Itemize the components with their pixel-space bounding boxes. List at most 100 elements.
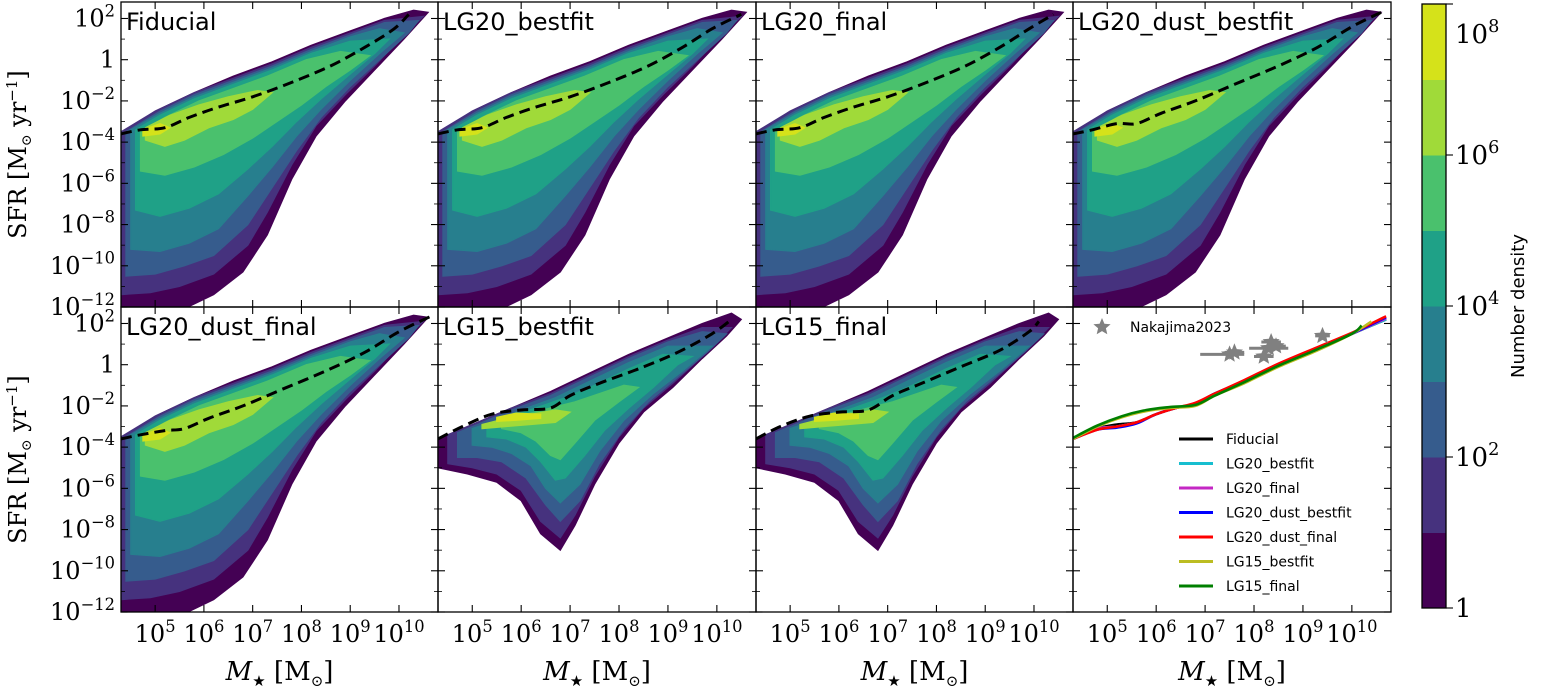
legend-label: Fiducial [1226, 432, 1279, 448]
colorbar-band [1422, 230, 1446, 307]
median-line [1073, 10, 1382, 136]
contour-level-6 [1092, 50, 1325, 176]
median-line [438, 318, 733, 441]
panel-label: LG20_dust_bestfit [1078, 8, 1293, 36]
panel-LG15_final: 105 106 107 108 109 1010 M★ [M⊙] LG15_final [755, 306, 1074, 690]
panel-LG20_bestfit: LG20_bestfit [437, 1, 757, 308]
median-line [438, 13, 742, 136]
contour-level-7 [1096, 89, 1227, 147]
y-tick-label: 1 [100, 351, 115, 379]
legend-label: LG20_dust_final [1226, 530, 1337, 546]
colorbar: 1 102 104 106 108 Number density [1421, 3, 1529, 624]
x-tick-label: 107 [232, 617, 273, 648]
contour-level-6 [139, 355, 372, 481]
panels-group: 102 1 10−2 10−4 10−6 10−8 10−10 10−12 Fiducial LG… [3, 1, 1392, 690]
y-tick-label: 10−6 [60, 166, 115, 197]
density-contours [438, 312, 743, 552]
x-tick-label: 105 [1087, 617, 1128, 648]
y-tick-label: 10−2 [60, 389, 115, 420]
colorbar-band [1422, 532, 1446, 609]
legend-obs-label: Nakajima2023 [1130, 320, 1231, 336]
y-tick-label: 10−4 [60, 430, 115, 461]
x-axis-label: M★ [M⊙] [1177, 657, 1286, 690]
panel-label: LG20_final [761, 8, 887, 36]
obs-star-marker [1313, 326, 1332, 344]
panel-label: LG20_bestfit [443, 8, 594, 36]
legend-label: LG20_final [1226, 481, 1300, 497]
density-contours [1073, 9, 1383, 307]
x-axis-label: M★ [M⊙] [542, 657, 651, 690]
panel-Fiducial: 102 1 10−2 10−4 10−6 10−8 10−10 10−12 Fiducial [50, 1, 439, 321]
x-tick-label: 105 [770, 617, 811, 648]
colorbar-band [1422, 4, 1446, 80]
panel-label: Fiducial [126, 8, 216, 36]
y-tick-label: 10−8 [60, 512, 115, 543]
median-line [756, 13, 1055, 136]
panel-label: LG15_bestfit [443, 313, 594, 341]
colorbar-tick-label: 108 [1455, 17, 1499, 50]
panel-frame [1072, 306, 1392, 613]
x-tick-label: 105 [135, 617, 176, 648]
panel-label: LG15_final [761, 313, 887, 341]
y-axis-label: SFR [M⊙ yr−1] [3, 375, 35, 544]
contour-level-6 [774, 50, 1007, 176]
legend-label: LG20_bestfit [1226, 457, 1315, 473]
x-tick-label: 106 [501, 617, 542, 648]
y-tick-label: 10−2 [60, 84, 115, 115]
colorbar-tick-label: 104 [1455, 289, 1499, 322]
y-tick-label: 102 [74, 1, 115, 32]
contour-level-6 [139, 50, 372, 176]
colorbar-label: Number density [1508, 234, 1529, 378]
model-line-LG20_final [1073, 317, 1387, 441]
model-line-LG15_final [1073, 324, 1363, 440]
colorbar-tick-label: 1 [1455, 594, 1472, 624]
y-tick-label: 10−10 [50, 249, 115, 280]
x-tick-label: 105 [452, 617, 493, 648]
x-tick-label: 109 [965, 617, 1006, 648]
x-tick-label: 1010 [691, 617, 742, 648]
density-contours [121, 9, 430, 307]
contour-level-8 [813, 412, 859, 423]
contour-level-7 [779, 89, 909, 147]
contour-level-7 [144, 394, 274, 452]
x-tick-label: 106 [818, 617, 859, 648]
contour-level-8 [496, 412, 542, 423]
model-line-LG20_dust_final [1073, 315, 1387, 441]
x-axis-label: M★ [M⊙] [225, 657, 334, 690]
x-tick-label: 107 [867, 617, 908, 648]
x-tick-label: 107 [1185, 617, 1226, 648]
median-line [121, 313, 434, 441]
y-tick-label: 102 [74, 306, 115, 337]
colorbar-tick-label: 102 [1455, 440, 1499, 473]
contour-level-7 [461, 89, 592, 147]
median-line [121, 13, 410, 136]
summary-lines [1073, 315, 1387, 441]
y-tick-label: 10−4 [60, 125, 115, 156]
density-contours [438, 9, 748, 307]
legend-label: LG15_bestfit [1226, 555, 1315, 571]
contour-level-6 [457, 50, 690, 176]
obs-star-marker [1225, 343, 1243, 360]
x-tick-label: 107 [550, 617, 591, 648]
panel-LG20_dust_final: 102 1 10−2 10−4 10−6 10−8 10−10 10−12 105 106 107 1… [50, 306, 439, 690]
x-tick-label: 108 [1234, 617, 1275, 648]
colorbar-tick-label: 106 [1455, 138, 1499, 171]
y-axis-label: SFR [M⊙ yr−1] [3, 70, 35, 239]
x-tick-label: 108 [281, 617, 322, 648]
contour-level-8 [1094, 122, 1124, 137]
x-tick-label: 1010 [1326, 617, 1377, 648]
obs-star-marker [1255, 347, 1273, 364]
panel-LG15_bestfit: 105 106 107 108 109 1010 M★ [M⊙] LG15_bestfit [437, 306, 757, 690]
legend-label: LG15_final [1226, 579, 1300, 595]
y-tick-label: 1 [100, 46, 115, 74]
legend-label: LG20_dust_bestfit [1226, 506, 1352, 522]
panel-label: LG20_dust_final [126, 313, 317, 341]
density-contours [121, 313, 434, 612]
x-tick-label: 108 [916, 617, 957, 648]
panel-LG20_final: LG20_final [755, 1, 1074, 308]
y-tick-label: 10−8 [60, 207, 115, 238]
x-axis-label: M★ [M⊙] [860, 657, 969, 690]
y-tick-label: 10−10 [50, 554, 115, 585]
legend-obs-marker [1093, 318, 1111, 335]
